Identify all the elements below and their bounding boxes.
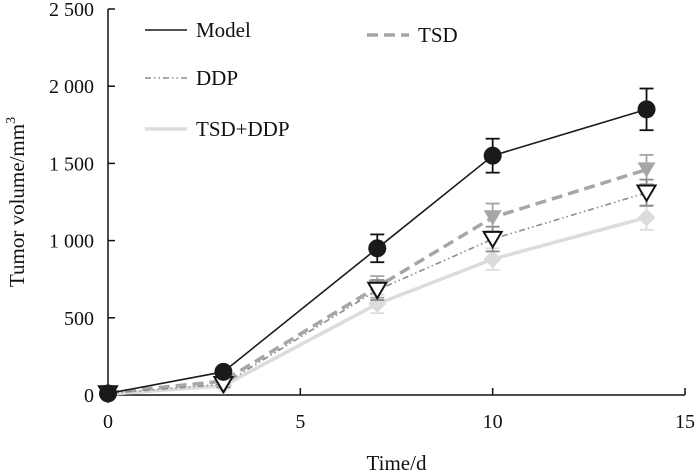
marker-triangle-open	[366, 281, 389, 301]
axes	[107, 9, 685, 396]
legend-item-tsd: TSD	[367, 23, 458, 47]
series-tsd	[99, 154, 656, 401]
marker-circle	[99, 384, 117, 403]
ticks: 0 5 10 15 0 500 1 000 1 500 2 000 2 500	[49, 0, 695, 433]
x-tick-label: 0	[103, 411, 113, 433]
y-tick-label: 1 000	[49, 231, 94, 253]
marker-circle	[368, 239, 387, 258]
marker-diamond	[637, 208, 656, 227]
legend-item-model: Model	[145, 18, 251, 42]
y-tick-label: 2 000	[49, 76, 94, 98]
y-axis-title: Tumor volume/mm3	[4, 117, 29, 287]
marker-circle	[214, 362, 233, 381]
marker-triangle-open	[481, 230, 504, 250]
legend-item-ddp: DDP	[145, 66, 238, 90]
series-ddp	[97, 178, 658, 404]
marker-circle	[483, 146, 502, 165]
x-tick-label: 10	[483, 411, 503, 433]
legend-label: Model	[196, 18, 251, 42]
marker-diamond	[483, 250, 502, 269]
legend-item-tsd-ddp: TSD+DDP	[145, 117, 290, 141]
legend-label: TSD	[418, 23, 458, 47]
legend-label: TSD+DDP	[196, 117, 290, 141]
marker-circle	[637, 100, 656, 119]
marker-triangle	[637, 162, 656, 178]
y-tick-label: 0	[84, 385, 94, 407]
marker-triangle-open	[635, 184, 658, 203]
legend-label: DDP	[196, 66, 238, 90]
series-model	[99, 87, 656, 403]
x-tick-label: 15	[675, 411, 695, 433]
y-axis-title-superscript: 3	[4, 117, 19, 124]
y-axis-title-text: Tumor volume/mm	[5, 124, 29, 287]
y-tick-label: 2 500	[49, 0, 94, 21]
x-tick-label: 5	[295, 411, 305, 433]
legend: Model TSD DDP TSD+DDP	[145, 18, 458, 141]
y-tick-label: 1 500	[49, 153, 94, 175]
x-axis-title: Time/d	[367, 451, 427, 475]
marker-triangle	[483, 210, 502, 226]
series-line	[107, 191, 647, 395]
series-layer	[97, 87, 658, 404]
y-tick-label: 500	[64, 308, 94, 330]
